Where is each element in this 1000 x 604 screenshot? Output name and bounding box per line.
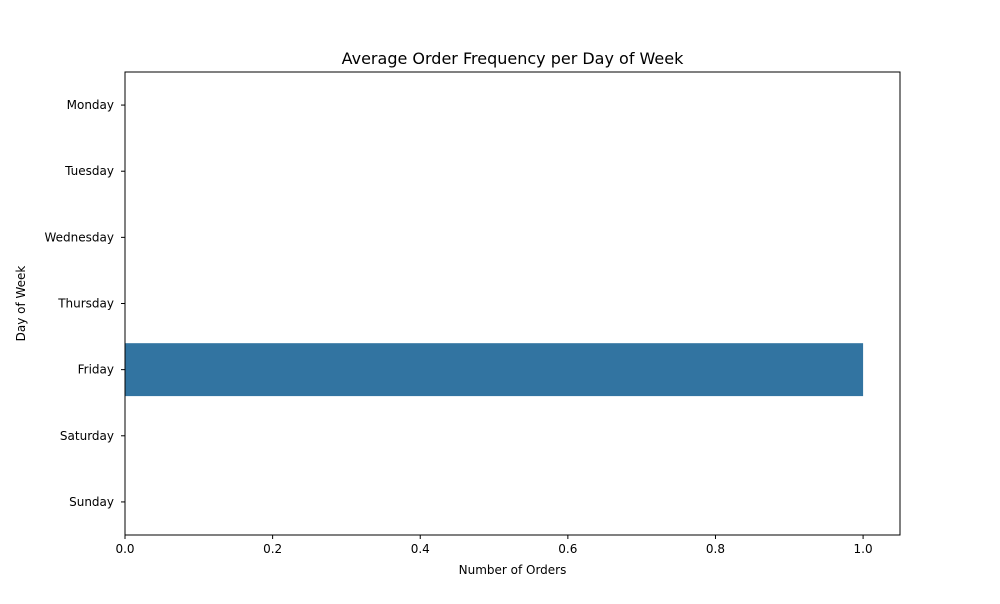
- x-tick-label: 1.0: [854, 542, 873, 556]
- plot-area-frame: [124, 71, 901, 536]
- y-tick-label: Wednesday: [45, 230, 114, 244]
- x-tick-label: 0.0: [115, 542, 134, 556]
- y-axis: Monday Tuesday Wednesday Thursday Friday Satu…: [45, 98, 125, 509]
- chart-title: Average Order Frequency per Day of Week: [342, 49, 685, 68]
- bars-group: [125, 343, 864, 397]
- y-axis-label: Day of Week: [14, 266, 28, 342]
- y-tick-label: Friday: [78, 363, 114, 377]
- y-tick-label: Saturday: [60, 429, 114, 443]
- x-tick-label: 0.8: [706, 542, 725, 556]
- y-tick-label: Sunday: [69, 495, 114, 509]
- x-axis: 0.0 0.2 0.4 0.6 0.8 1.0: [115, 535, 873, 556]
- x-tick-label: 0.2: [263, 542, 282, 556]
- y-tick-label: Tuesday: [64, 164, 114, 178]
- y-tick-label: Monday: [67, 98, 114, 112]
- x-tick-label: 0.6: [558, 542, 577, 556]
- bar-friday: [125, 343, 864, 397]
- y-tick-label: Thursday: [57, 297, 114, 311]
- x-tick-label: 0.4: [411, 542, 430, 556]
- x-axis-label: Number of Orders: [459, 563, 567, 577]
